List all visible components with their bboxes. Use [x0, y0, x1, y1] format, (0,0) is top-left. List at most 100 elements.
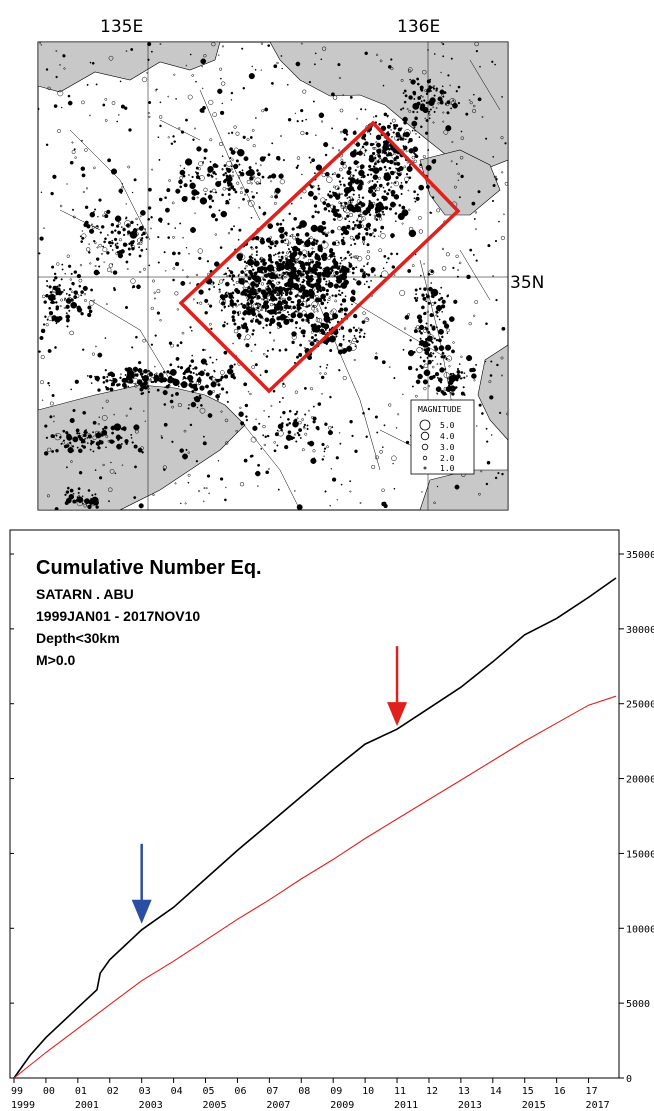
epicenter-dot: [299, 437, 302, 439]
epicenter-dot: [244, 279, 247, 283]
epicenter-dot: [380, 270, 389, 279]
epicenter-dot: [446, 328, 450, 333]
epicenter-dot: [459, 155, 464, 160]
epicenter-dot: [353, 334, 356, 337]
epicenter-dot: [427, 330, 431, 334]
epicenter-dot: [364, 141, 369, 146]
epicenter-dot: [318, 298, 323, 303]
epicenter-dot: [330, 318, 333, 321]
epicenter-dot: [143, 368, 148, 374]
epicenter-dot: [254, 289, 257, 292]
epicenter-dot: [191, 380, 194, 383]
epicenter-dot: [244, 193, 246, 196]
epicenter-dot: [273, 339, 276, 342]
epicenter-dot: [106, 267, 112, 273]
epicenter-dot: [59, 204, 63, 208]
epicenter-dot: [78, 432, 81, 435]
legend-entry: 3.0: [440, 443, 455, 452]
epicenter-dot: [66, 325, 69, 328]
epicenter-dot: [504, 142, 507, 145]
epicenter-dot: [198, 394, 202, 397]
epicenter-dot: [325, 292, 329, 296]
epicenter-dot: [54, 276, 58, 280]
epicenter-dot: [120, 192, 123, 194]
epicenter-dot: [333, 211, 339, 218]
epicenter-dot: [254, 343, 257, 346]
epicenter-dot: [430, 282, 433, 284]
epicenter-dot: [104, 98, 108, 101]
epicenter-dot: [388, 166, 392, 170]
epicenter-dot: [301, 448, 305, 452]
epicenter-dot: [445, 393, 448, 396]
epicenter-dot: [297, 224, 302, 230]
epicenter-dot: [70, 272, 73, 275]
epicenter-dot: [217, 283, 220, 286]
epicenter-dot: [317, 277, 322, 282]
epicenter-dot: [413, 329, 418, 334]
epicenter-dot: [452, 99, 455, 102]
epicenter-dot: [180, 280, 186, 286]
epicenter-dot: [383, 424, 386, 427]
epicenter-dot: [102, 245, 105, 248]
epicenter-dot: [206, 260, 210, 263]
epicenter-dot: [129, 230, 138, 239]
epicenter-dot: [174, 291, 179, 296]
epicenter-dot: [332, 259, 337, 264]
epicenter-dot: [367, 407, 371, 411]
epicenter-dot: [257, 321, 260, 324]
epicenter-dot: [225, 441, 229, 445]
x-tick-label-short: 12: [426, 1086, 438, 1097]
epicenter-dot: [157, 261, 160, 264]
epicenter-dot: [306, 305, 309, 308]
epicenter-dot: [156, 311, 161, 315]
epicenter-dot: [329, 310, 334, 315]
epicenter-dot: [437, 309, 441, 313]
epicenter-dot: [352, 181, 355, 184]
epicenter-dot: [453, 376, 455, 379]
epicenter-dot: [388, 207, 393, 211]
epicenter-dot: [88, 300, 95, 306]
epicenter-dot: [474, 211, 478, 214]
epicenter-dot: [462, 386, 465, 389]
epicenter-dot: [491, 199, 495, 203]
epicenter-dot: [282, 410, 286, 415]
epicenter-dot: [153, 291, 156, 294]
epicenter-dot: [191, 175, 194, 179]
epicenter-dot: [389, 122, 392, 125]
epicenter-dot: [478, 492, 481, 496]
epicenter-dot: [258, 205, 261, 208]
epicenter-dot: [362, 175, 365, 178]
epicenter-dot: [175, 391, 179, 396]
epicenter-dot: [99, 440, 104, 445]
epicenter-dot: [223, 350, 228, 355]
epicenter-dot: [433, 53, 436, 55]
epicenter-dot: [96, 442, 99, 446]
epicenter-dot: [38, 292, 39, 294]
epicenter-dot: [305, 293, 308, 296]
epicenter-dot: [127, 165, 131, 169]
epicenter-dot: [80, 294, 83, 297]
epicenter-dot: [495, 298, 498, 302]
epicenter-dot: [429, 108, 432, 111]
epicenter-dot: [239, 191, 243, 195]
epicenter-dot: [390, 58, 393, 61]
x-tick-label-short: 04: [171, 1086, 183, 1097]
epicenter-dot: [191, 196, 196, 201]
epicenter-dot: [369, 133, 372, 135]
epicenter-dot: [260, 308, 263, 312]
epicenter-dot: [166, 188, 171, 193]
epicenter-dot: [65, 497, 72, 504]
epicenter-dot: [267, 245, 270, 248]
epicenter-dot: [196, 196, 199, 199]
epicenter-dot: [308, 283, 313, 288]
epicenter-dot: [55, 322, 58, 325]
epicenter-dot: [113, 423, 122, 431]
epicenter-dot: [274, 261, 279, 265]
epicenter-dot: [416, 77, 420, 81]
epicenter-dot: [171, 201, 175, 205]
epicenter-dot: [65, 431, 69, 435]
epicenter-dot: [224, 498, 227, 502]
epicenter-dot: [80, 311, 84, 316]
epicenter-dot: [336, 345, 343, 352]
x-tick-label-short: 03: [139, 1086, 151, 1097]
